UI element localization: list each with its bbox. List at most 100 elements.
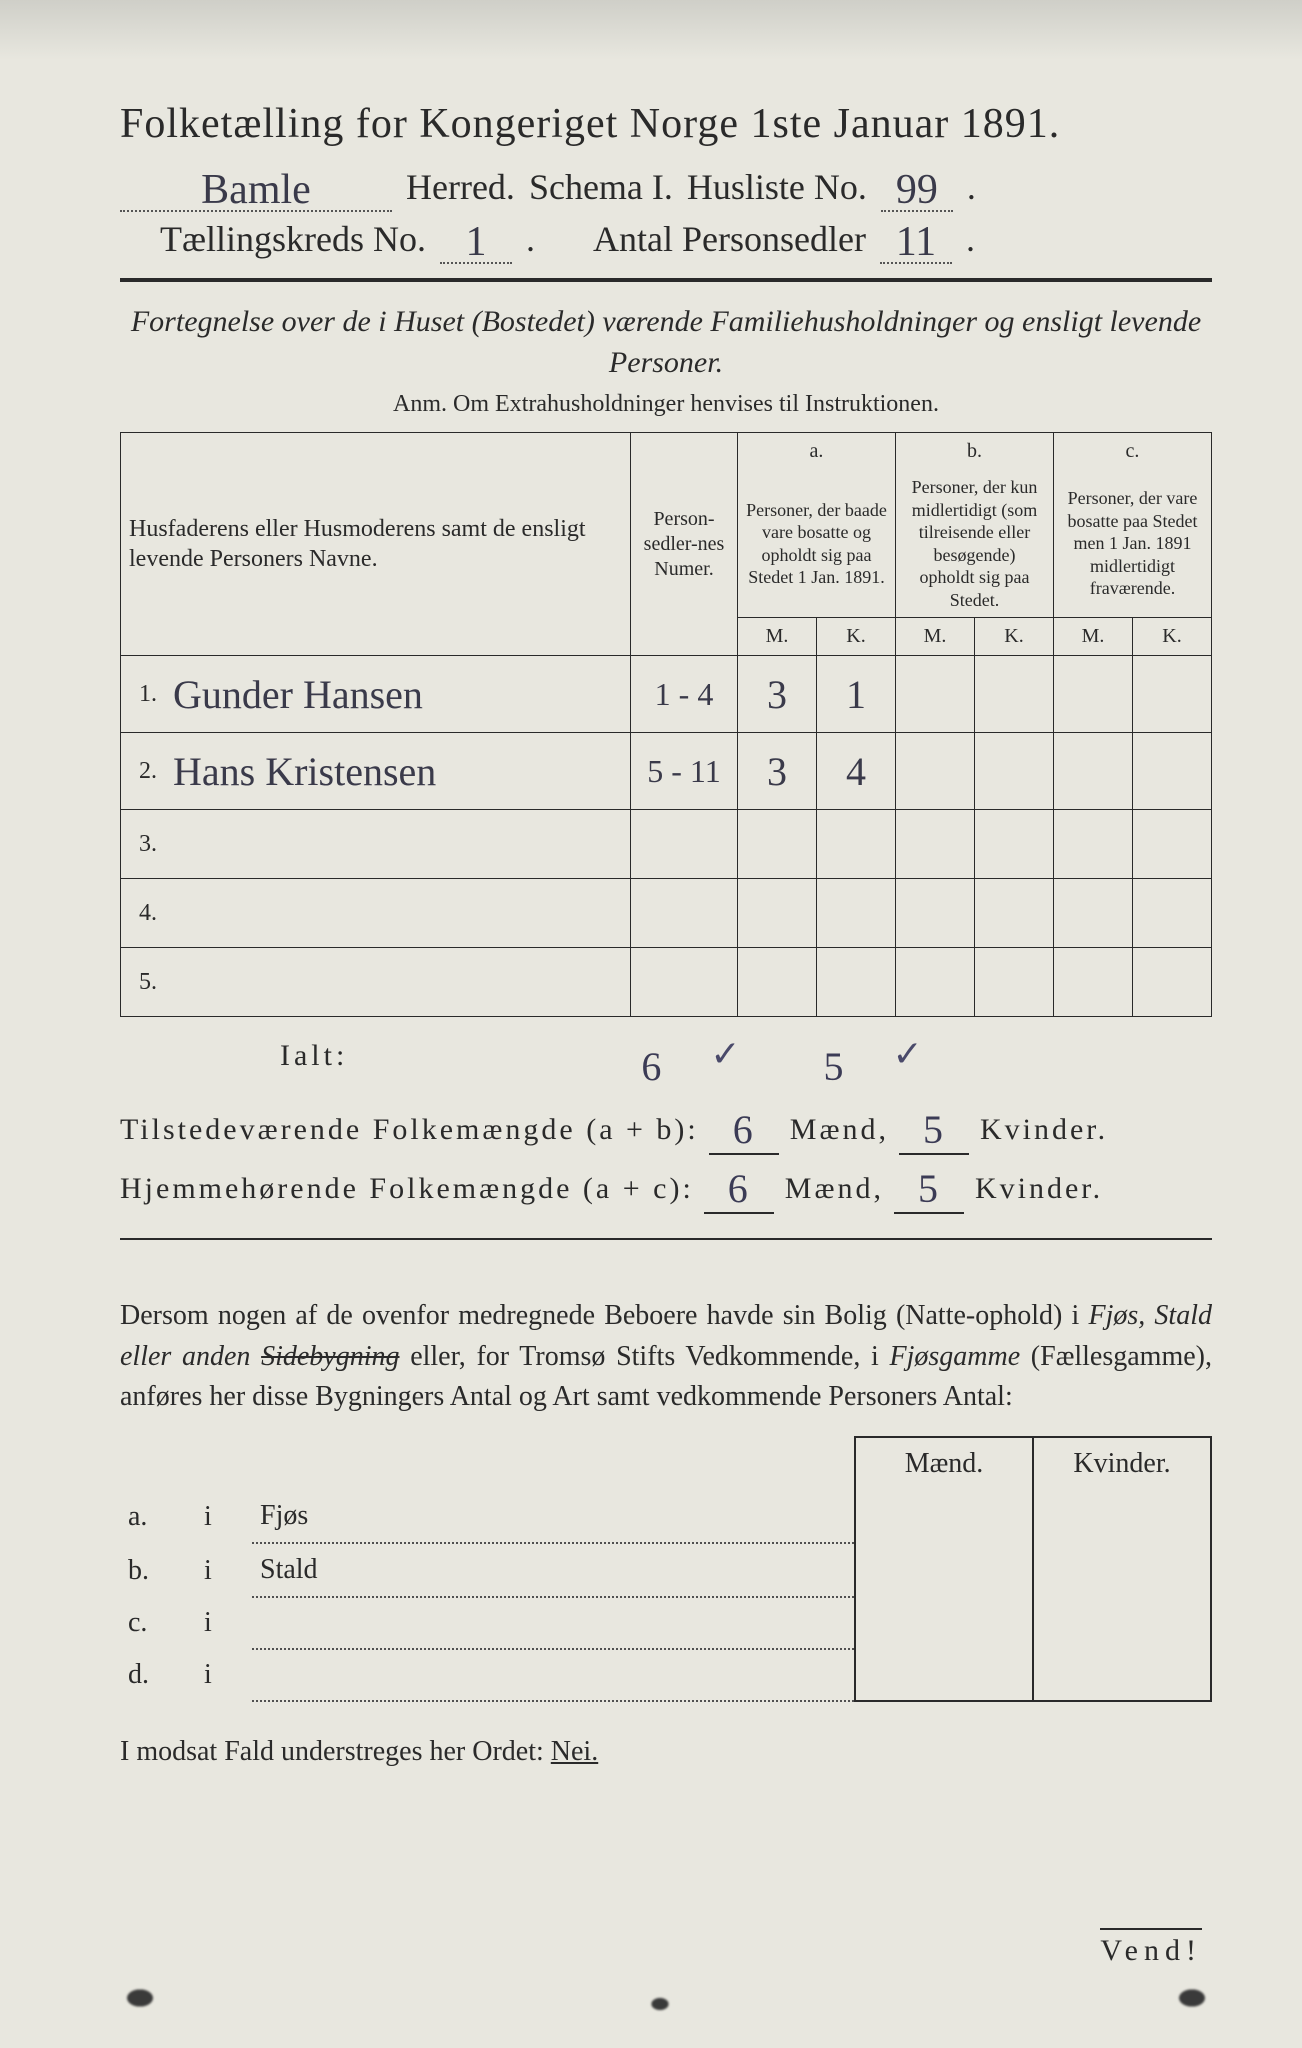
- herred-label: Herred.: [406, 166, 515, 208]
- cell-b-k: [975, 733, 1054, 810]
- table-row: 5.: [121, 948, 1212, 1017]
- page-title: Folketælling for Kongeriget Norge 1ste J…: [120, 100, 1212, 148]
- header-line-2: Tællingskreds No. 1 . Antal Personsedler…: [160, 218, 1212, 260]
- bldg-table-body: a.iFjøs b.iStald c.id.i: [120, 1490, 1211, 1701]
- page-top-shadow: [0, 0, 1302, 60]
- bldg-head-k: Kvinder.: [1033, 1437, 1211, 1490]
- bldg-row: d.i: [120, 1649, 1211, 1701]
- table-row: 1.Gunder Hansen1 - 431: [121, 656, 1212, 733]
- cell-a-k: [817, 810, 896, 879]
- householder-name: [165, 810, 631, 879]
- cell-a-k: [817, 879, 896, 948]
- householder-name: Gunder Hansen: [165, 656, 631, 733]
- bldg-k-cell: [1033, 1649, 1211, 1701]
- col-b-label: b.: [896, 433, 1054, 471]
- dot: .: [966, 218, 975, 260]
- cell-a-m: 3: [738, 733, 817, 810]
- bldg-row-name: [252, 1597, 855, 1649]
- cell-a-k: [817, 948, 896, 1017]
- dot: .: [967, 166, 976, 208]
- kreds-label: Tællingskreds No.: [160, 218, 426, 260]
- bldg-row-i: i: [196, 1649, 252, 1701]
- cell-c-m: [1054, 656, 1133, 733]
- col-a-k: K.: [817, 618, 896, 656]
- row-number: 5.: [121, 948, 166, 1017]
- cell-b-k: [975, 656, 1054, 733]
- col-c-m: M.: [1054, 618, 1133, 656]
- nei-word: Nei.: [551, 1736, 598, 1767]
- cell-a-k: 1: [817, 656, 896, 733]
- present-m: 6: [709, 1106, 779, 1155]
- antal-value: 11: [880, 224, 952, 264]
- intro-anm: Anm. Om Extrahusholdninger henvises til …: [120, 391, 1212, 418]
- nei-line: I modsat Fald understreges her Ordet: Ne…: [120, 1736, 1212, 1768]
- cell-a-m: [738, 879, 817, 948]
- cell-b-m: [896, 810, 975, 879]
- cell-a-m: 3: [738, 656, 817, 733]
- bldg-k-cell: [1033, 1490, 1211, 1543]
- census-form-page: Folketælling for Kongeriget Norge 1ste J…: [0, 0, 1302, 2048]
- page-tear: [640, 1990, 680, 2018]
- totals-block: Ialt: 6 ✓ 5 ✓ Tilstedeværende Folkemængd…: [120, 1039, 1212, 1210]
- bldg-row: b.iStald: [120, 1543, 1211, 1597]
- cell-c-m: [1054, 733, 1133, 810]
- census-table-body: 1.Gunder Hansen1 - 4312.Hans Kristensen5…: [121, 656, 1212, 1017]
- cell-c-m: [1054, 948, 1133, 1017]
- col-a-m: M.: [738, 618, 817, 656]
- bldg-row-label: b.: [120, 1543, 196, 1597]
- bldg-row-label: d.: [120, 1649, 196, 1701]
- cell-b-m: [896, 948, 975, 1017]
- cell-a-m: [738, 948, 817, 1017]
- bldg-row-i: i: [196, 1597, 252, 1649]
- cell-a-k: 4: [817, 733, 896, 810]
- col-names-header: Husfaderens eller Husmoderens samt de en…: [121, 433, 631, 656]
- antal-label: Antal Personsedler: [593, 218, 866, 260]
- belong-line: Hjemmehørende Folkemængde (a + c): 6 Mæn…: [120, 1161, 1212, 1210]
- cell-b-m: [896, 656, 975, 733]
- row-number: 2.: [121, 733, 166, 810]
- col-c-label: c.: [1054, 433, 1212, 471]
- cell-b-m: [896, 879, 975, 948]
- bldg-table: Mænd. Kvinder. a.iFjøs b.iStald c.id.i: [120, 1436, 1212, 1702]
- bldg-head-m: Mænd.: [855, 1437, 1033, 1490]
- bldg-row: a.iFjøs: [120, 1490, 1211, 1543]
- bldg-m-cell: [855, 1649, 1033, 1701]
- householder-name: Hans Kristensen: [165, 733, 631, 810]
- bldg-row: c.i: [120, 1597, 1211, 1649]
- bldg-k-cell: [1033, 1597, 1211, 1649]
- householder-name: [165, 948, 631, 1017]
- bldg-paragraph: Dersom nogen af de ovenfor medregnede Be…: [120, 1296, 1212, 1418]
- col-a-desc: Personer, der baade vare bosatte og opho…: [738, 470, 896, 618]
- bldg-row-i: i: [196, 1490, 252, 1543]
- bldg-row-name: [252, 1649, 855, 1701]
- bldg-k-cell: [1033, 1543, 1211, 1597]
- ialt-row: Ialt: 6 ✓ 5 ✓: [280, 1039, 1212, 1086]
- bldg-row-name: Stald: [252, 1543, 855, 1597]
- bldg-row-label: a.: [120, 1490, 196, 1543]
- personsedler-numer: 1 - 4: [631, 656, 738, 733]
- dot: .: [526, 218, 535, 260]
- col-b-k: K.: [975, 618, 1054, 656]
- cell-c-k: [1133, 948, 1212, 1017]
- cell-b-k: [975, 948, 1054, 1017]
- personsedler-numer: [631, 879, 738, 948]
- col-a-label: a.: [738, 433, 896, 471]
- col-numer-header: Person-sedler-nes Numer.: [631, 433, 738, 656]
- present-line: Tilstedeværende Folkemængde (a + b): 6 M…: [120, 1102, 1212, 1151]
- personsedler-numer: [631, 810, 738, 879]
- col-b-desc: Personer, der kun midlertidigt (som tilr…: [896, 470, 1054, 618]
- cell-c-m: [1054, 879, 1133, 948]
- bldg-m-cell: [855, 1543, 1033, 1597]
- cell-b-k: [975, 810, 1054, 879]
- col-b-m: M.: [896, 618, 975, 656]
- bldg-row-label: c.: [120, 1597, 196, 1649]
- table-row: 4.: [121, 879, 1212, 948]
- husliste-no: 99: [881, 172, 953, 212]
- present-k: 5: [899, 1106, 969, 1155]
- col-c-desc: Personer, der vare bosatte paa Stedet me…: [1054, 470, 1212, 618]
- personsedler-numer: [631, 948, 738, 1017]
- header-line-1: Bamle Herred. Schema I. Husliste No. 99 …: [120, 166, 1212, 208]
- intro-text: Fortegnelse over de i Huset (Bostedet) v…: [120, 302, 1212, 383]
- belong-k: 5: [894, 1165, 964, 1214]
- personsedler-numer: 5 - 11: [631, 733, 738, 810]
